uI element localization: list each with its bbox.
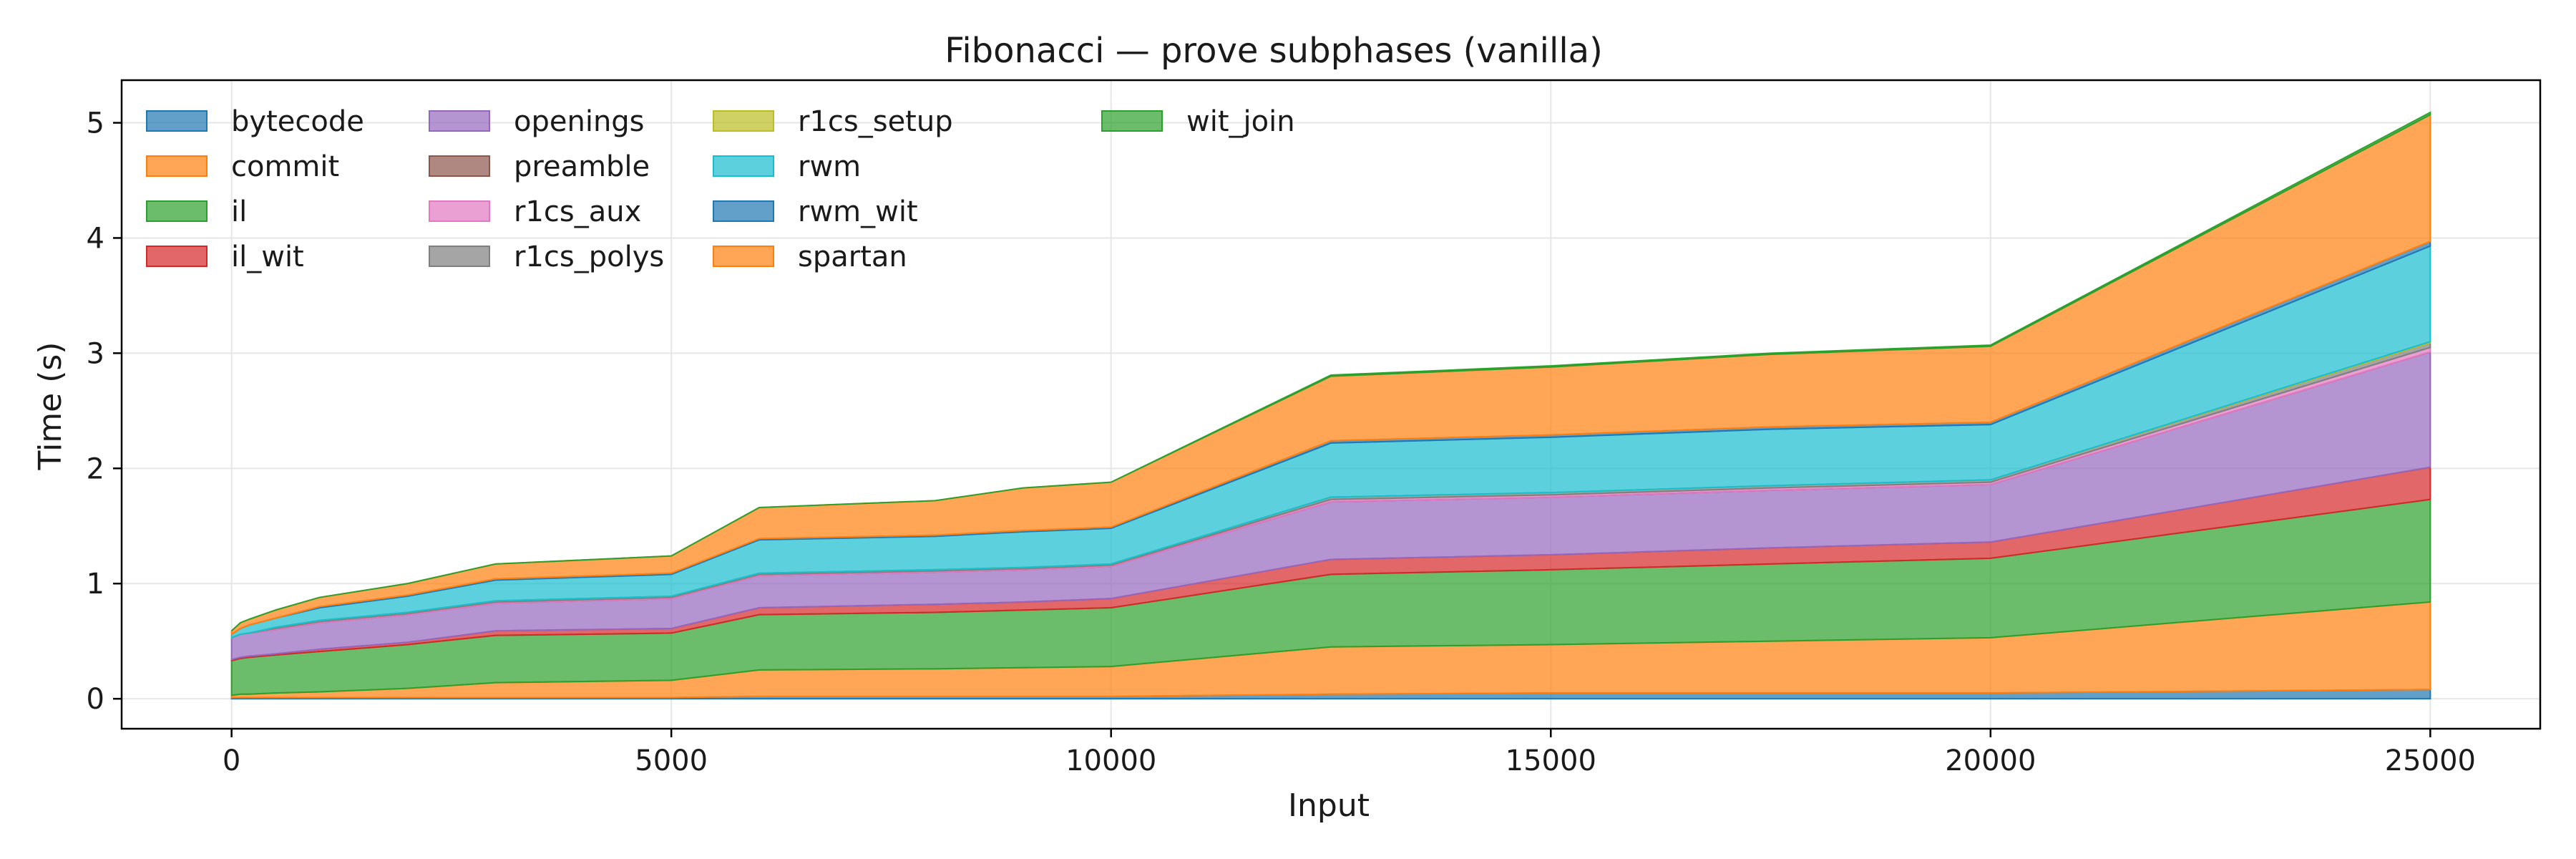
legend-label: spartan [798, 241, 907, 273]
y-tick-label: 4 [87, 222, 104, 255]
legend-label: commit [231, 150, 339, 183]
x-tick-label: 10000 [1065, 744, 1156, 777]
y-tick-label: 5 [87, 107, 104, 140]
legend-label: openings [514, 105, 645, 138]
legend-label: preamble [514, 150, 650, 183]
legend-swatch [146, 200, 208, 222]
x-tick-label: 25000 [2385, 744, 2476, 777]
legend-swatch [146, 155, 208, 177]
plot-frame [120, 79, 2542, 730]
x-tick-label: 0 [223, 744, 240, 777]
legend-label: wit_join [1186, 105, 1295, 138]
legend-label: il_wit [231, 241, 304, 273]
y-axis-title: Time (s) [32, 342, 69, 471]
x-tick-label: 5000 [635, 744, 708, 777]
chart-title: Fibonacci — prove subphases (vanilla) [945, 31, 1603, 71]
legend-label: rwm [798, 150, 861, 183]
legend-swatch [713, 155, 774, 177]
legend-swatch [429, 200, 490, 222]
legend-swatch [429, 110, 490, 132]
area-series-wit-join [230, 111, 2431, 631]
legend-label: r1cs_setup [798, 105, 953, 138]
legend-swatch [713, 110, 774, 132]
legend-swatch [429, 246, 490, 267]
plot-areas [230, 111, 2431, 700]
legend-label: r1cs_aux [514, 195, 641, 228]
y-tick-label: 2 [87, 452, 104, 485]
legend-swatch [146, 110, 208, 132]
axes: 0 5000 10000 15000 20000 25000 0 1 2 3 4 5 [87, 79, 2542, 777]
legend-swatch [429, 155, 490, 177]
legend: bytecode commit il il_wit openings preamble r1… [146, 105, 1295, 273]
legend-swatch [146, 246, 208, 267]
legend-swatch [713, 200, 774, 222]
y-tick-label: 0 [87, 683, 104, 716]
y-tick-label: 3 [87, 337, 104, 370]
legend-swatch [1101, 110, 1163, 132]
x-tick-label: 15000 [1506, 744, 1596, 777]
legend-label: r1cs_polys [514, 241, 664, 273]
x-tick-label: 20000 [1945, 744, 2036, 777]
legend-swatch [713, 246, 774, 267]
y-tick-label: 1 [87, 568, 104, 601]
legend-label: bytecode [231, 105, 364, 138]
x-axis-title: Input [1288, 787, 1370, 824]
legend-label: il [231, 195, 247, 228]
legend-label: rwm_wit [798, 195, 918, 228]
